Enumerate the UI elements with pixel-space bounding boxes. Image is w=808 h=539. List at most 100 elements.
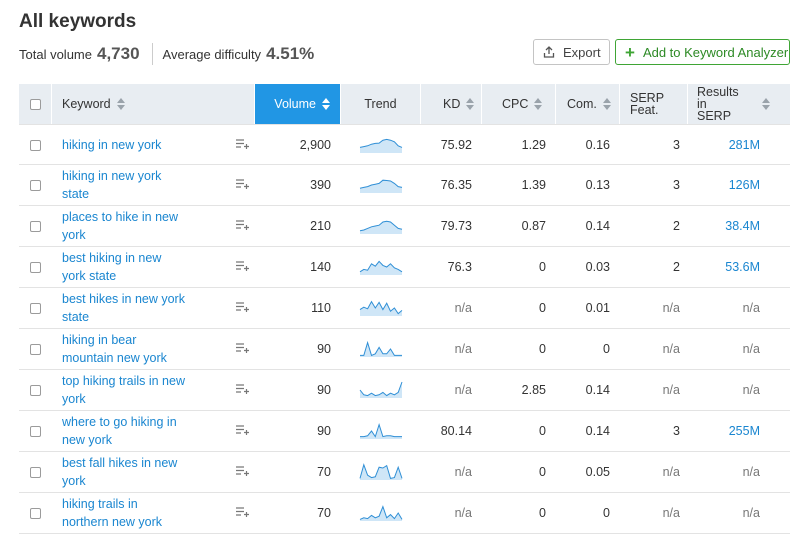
column-header-trend: Trend bbox=[341, 84, 421, 124]
avg-difficulty-value: 4.51% bbox=[266, 44, 315, 63]
serp-features-value: n/a bbox=[662, 383, 680, 397]
add-to-list-icon[interactable] bbox=[235, 424, 250, 438]
add-to-list-icon[interactable] bbox=[235, 465, 250, 479]
add-to-list-icon[interactable] bbox=[235, 219, 250, 233]
trend-cell bbox=[341, 411, 421, 451]
plus-icon: + bbox=[625, 42, 635, 62]
results-link[interactable]: 53.6M bbox=[725, 260, 760, 274]
keyword-cell: best fall hikes in new york bbox=[52, 452, 230, 492]
row-checkbox-cell bbox=[19, 452, 52, 492]
keyword-link[interactable]: hiking in new york state bbox=[62, 167, 161, 203]
keyword-line-1: best hiking in new bbox=[62, 251, 162, 265]
row-checkbox[interactable] bbox=[30, 179, 41, 191]
com-cell: 0.13 bbox=[585, 178, 610, 192]
column-header-volume[interactable]: Volume bbox=[255, 84, 341, 124]
row-checkbox[interactable] bbox=[30, 507, 41, 519]
com-cell: 0.14 bbox=[585, 219, 610, 233]
trend-cell bbox=[341, 493, 421, 533]
serp-features-value[interactable]: 3 bbox=[673, 138, 680, 152]
table-row: best fall hikes in new york 70 n/a 0 0.05 n/a n… bbox=[19, 452, 790, 493]
export-button[interactable]: Export bbox=[533, 39, 610, 65]
add-to-list-icon[interactable] bbox=[235, 301, 250, 315]
row-checkbox[interactable] bbox=[30, 425, 41, 437]
kd-value: 76.3 bbox=[447, 260, 472, 274]
add-to-keyword-analyzer-button[interactable]: + Add to Keyword Analyzer bbox=[615, 39, 790, 65]
volume-cell: 140 bbox=[310, 260, 331, 274]
total-volume-label: Total volume bbox=[19, 46, 92, 62]
cpc-cell: 2.85 bbox=[521, 383, 546, 397]
kd-value: n/a bbox=[454, 506, 472, 520]
keyword-link[interactable]: where to go hiking in new york bbox=[62, 413, 177, 449]
keyword-link[interactable]: hiking in new york bbox=[62, 136, 161, 154]
keyword-link[interactable]: places to hike in new york bbox=[62, 208, 178, 244]
serp-features-value[interactable]: 3 bbox=[673, 178, 680, 192]
trend-area bbox=[360, 301, 402, 316]
cpc-cell: 0 bbox=[539, 301, 546, 315]
trend-sparkline bbox=[359, 505, 403, 521]
keyword-line-2: state bbox=[62, 310, 90, 324]
keyword-line-2: northern new york bbox=[62, 515, 163, 529]
trend-area bbox=[360, 180, 402, 193]
trend-line bbox=[359, 138, 403, 148]
serp-features-value[interactable]: 2 bbox=[673, 260, 680, 274]
column-header-com[interactable]: Com. bbox=[556, 84, 620, 124]
keyword-link[interactable]: top hiking trails in new york bbox=[62, 372, 185, 408]
add-to-list-icon[interactable] bbox=[235, 383, 250, 397]
com-cell: 0.16 bbox=[585, 138, 610, 152]
volume-cell: 110 bbox=[311, 301, 331, 315]
add-to-list-icon[interactable] bbox=[235, 178, 250, 192]
com-cell: 0.05 bbox=[585, 465, 610, 479]
keyword-link[interactable]: best hikes in new york state bbox=[62, 290, 185, 326]
column-header-keyword[interactable]: Keyword bbox=[52, 84, 255, 124]
row-checkbox[interactable] bbox=[30, 261, 41, 273]
kd-cell: 80.14 bbox=[421, 411, 482, 451]
row-checkbox[interactable] bbox=[30, 139, 41, 151]
kd-cell: n/a bbox=[421, 329, 482, 369]
row-checkbox-cell bbox=[19, 165, 52, 205]
keyword-line-1: hiking in new york bbox=[62, 169, 162, 183]
column-header-volume-label: Volume bbox=[274, 97, 316, 111]
row-checkbox[interactable] bbox=[30, 343, 41, 355]
row-checkbox-cell bbox=[19, 370, 52, 410]
kd-cell: 75.92 bbox=[421, 125, 482, 165]
row-checkbox[interactable] bbox=[30, 302, 41, 314]
keyword-cell: places to hike in new york bbox=[52, 206, 230, 246]
row-checkbox-cell bbox=[19, 125, 52, 165]
add-to-list-icon[interactable] bbox=[235, 260, 250, 274]
serp-features-value[interactable]: 2 bbox=[673, 219, 680, 233]
column-header-kd[interactable]: KD bbox=[421, 84, 482, 124]
add-to-list-icon[interactable] bbox=[235, 342, 250, 356]
results-link[interactable]: 38.4M bbox=[725, 219, 760, 233]
select-all-checkbox[interactable] bbox=[29, 98, 41, 110]
summary-divider bbox=[151, 43, 153, 65]
kd-value: 76.35 bbox=[440, 178, 472, 192]
results-link[interactable]: 281M bbox=[728, 138, 760, 152]
serp-features-value: n/a bbox=[662, 465, 680, 479]
keyword-link[interactable]: hiking trails in northern new york bbox=[62, 495, 162, 531]
results-link[interactable]: 255M bbox=[728, 424, 760, 438]
column-header-serp-features[interactable]: SERP Feat. bbox=[620, 84, 688, 124]
add-to-list-icon[interactable] bbox=[235, 506, 250, 520]
sort-icon bbox=[116, 98, 125, 110]
add-to-list-icon[interactable] bbox=[235, 138, 250, 152]
cpc-cell: 1.39 bbox=[521, 178, 546, 192]
results-link[interactable]: 126M bbox=[728, 178, 760, 192]
cpc-cell: 0 bbox=[539, 506, 546, 520]
volume-cell: 90 bbox=[317, 383, 331, 397]
add-to-list-cell bbox=[230, 452, 255, 492]
column-header-cpc[interactable]: CPC bbox=[482, 84, 556, 124]
com-cell: 0.01 bbox=[585, 301, 610, 315]
serp-features-value[interactable]: 3 bbox=[673, 424, 680, 438]
keyword-link[interactable]: hiking in bear mountain new york bbox=[62, 331, 167, 367]
keyword-link[interactable]: best fall hikes in new york bbox=[62, 454, 177, 490]
summary-bar: Total volume 4,730 Average difficulty 4.… bbox=[19, 42, 314, 66]
keyword-link[interactable]: best hiking in new york state bbox=[62, 249, 161, 285]
row-checkbox[interactable] bbox=[30, 220, 41, 232]
row-checkbox[interactable] bbox=[30, 384, 41, 396]
keyword-line-1: hiking trails in bbox=[62, 497, 138, 511]
row-checkbox[interactable] bbox=[30, 466, 41, 478]
column-header-results[interactable]: Results in SERP bbox=[688, 84, 770, 124]
column-header-trend-label: Trend bbox=[364, 97, 397, 111]
trend-cell bbox=[341, 288, 421, 328]
keyword-line-2: york state bbox=[62, 269, 117, 283]
